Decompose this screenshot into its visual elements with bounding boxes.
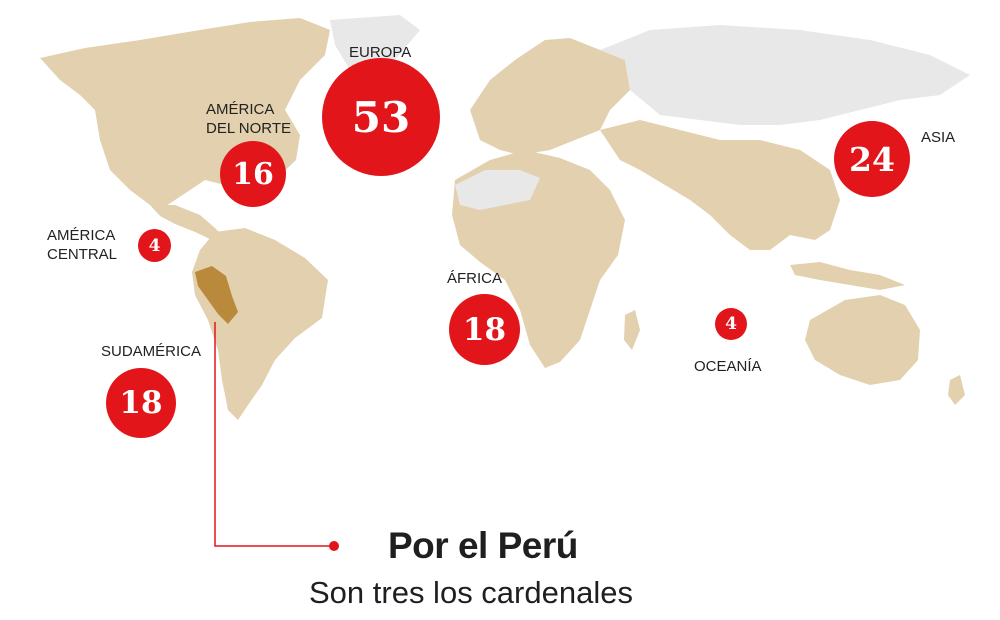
peru-leader-dot: [329, 541, 339, 551]
peru-leader-line: [214, 322, 332, 547]
region-label-oceania: OCEANÍA: [694, 358, 762, 375]
region-label-europa: EUROPA: [349, 44, 412, 61]
north-asia-landmass: [600, 25, 970, 125]
bubble-america-central: 4: [138, 229, 171, 262]
africa-grey-region: [455, 170, 540, 210]
madagascar-landmass: [624, 310, 640, 350]
asia-landmass: [600, 120, 840, 250]
australia-landmass: [805, 295, 920, 385]
europe-landmass: [470, 38, 630, 155]
bubble-america-norte: 16: [220, 141, 286, 207]
bubble-europa: 53: [322, 58, 440, 176]
bubble-africa: 18: [449, 294, 520, 365]
region-label-america-norte: AMÉRICA DEL NORTE: [206, 100, 291, 138]
bubble-sudamerica: 18: [106, 368, 176, 438]
region-label-asia: ASIA: [921, 129, 956, 146]
bubble-asia: 24: [834, 121, 910, 197]
region-label-america-central-line1: AMÉRICA: [47, 227, 116, 244]
south-america-landmass: [192, 228, 328, 420]
region-label-america-central: AMÉRICA CENTRAL: [47, 226, 117, 264]
subtitle: Son tres los cardenales: [309, 575, 633, 610]
title: Por el Perú: [388, 525, 578, 566]
region-label-america-norte-line2: DEL NORTE: [206, 120, 292, 137]
new-zealand-landmass: [948, 375, 965, 405]
region-label-africa: ÁFRICA: [447, 270, 503, 287]
region-label-america-central-line2: CENTRAL: [47, 246, 118, 263]
region-label-america-norte-line1: AMÉRICA: [206, 101, 275, 118]
bubble-oceania: 4: [715, 308, 747, 340]
indonesia-landmass: [790, 262, 905, 290]
peru-country: [195, 266, 238, 324]
central-america-landmass: [150, 205, 225, 240]
region-label-sudamerica: SUDAMÉRICA: [101, 343, 202, 360]
